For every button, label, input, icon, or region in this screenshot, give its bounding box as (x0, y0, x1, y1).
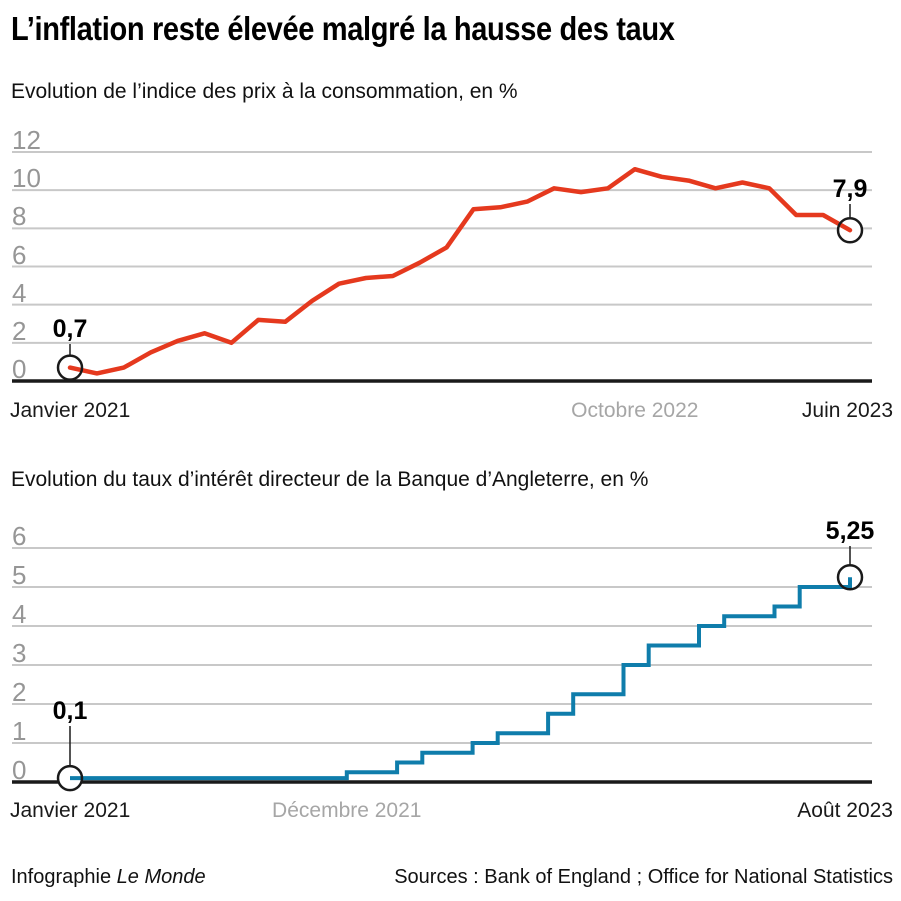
end-value-annotation: 5,25 (825, 517, 875, 545)
x-tick-label: Août 2023 (797, 799, 893, 822)
x-tick-label: Janvier 2021 (10, 399, 131, 422)
y-tick-label: 0 (12, 354, 27, 384)
end-marker-circle (836, 564, 864, 591)
credit-line: Infographie Le Monde (11, 866, 206, 889)
start-value-annotation: 0,1 (52, 697, 88, 725)
y-tick-label: 6 (12, 239, 27, 270)
chart1-subtitle: Evolution de l’indice des prix à la cons… (11, 80, 518, 103)
y-tick-label: 4 (12, 277, 27, 308)
y-tick-label: 5 (12, 560, 27, 590)
inflation-line (67, 166, 853, 376)
y-tick-label: 8 (12, 201, 27, 232)
end-value-annotation: 7,9 (832, 175, 868, 203)
x-tick-label: Juin 2023 (801, 399, 893, 422)
rate-step-line (70, 577, 852, 781)
page-title: L’inflation reste élevée malgré la hauss… (11, 10, 675, 47)
end-marker-circle (836, 216, 864, 244)
credit-prefix: Infographie (11, 866, 117, 888)
y-tick-label: 12 (12, 125, 41, 155)
x-tick-label: Décembre 2021 (272, 799, 422, 822)
x-tick-label: Octobre 2022 (571, 399, 699, 422)
chart2-subtitle: Evolution du taux d’intérêt directeur de… (11, 468, 649, 491)
x-tick-label: Janvier 2021 (10, 799, 131, 822)
marker-fill (838, 565, 862, 590)
y-tick-label: 2 (12, 315, 27, 346)
y-tick-label: 6 (12, 521, 27, 551)
y-tick-label: 10 (12, 163, 41, 194)
y-tick-label: 2 (12, 677, 27, 707)
start-marker-circle (56, 354, 84, 381)
start-value-annotation: 0,7 (52, 315, 88, 343)
sources-line: Sources : Bank of England ; Office for N… (394, 866, 893, 888)
y-tick-label: 1 (12, 716, 27, 746)
y-tick-label: 3 (12, 638, 27, 668)
y-tick-label: 4 (12, 599, 27, 629)
credit-brand: Le Monde (116, 866, 206, 888)
start-marker-circle (56, 764, 84, 792)
y-tick-label: 0 (12, 755, 27, 785)
